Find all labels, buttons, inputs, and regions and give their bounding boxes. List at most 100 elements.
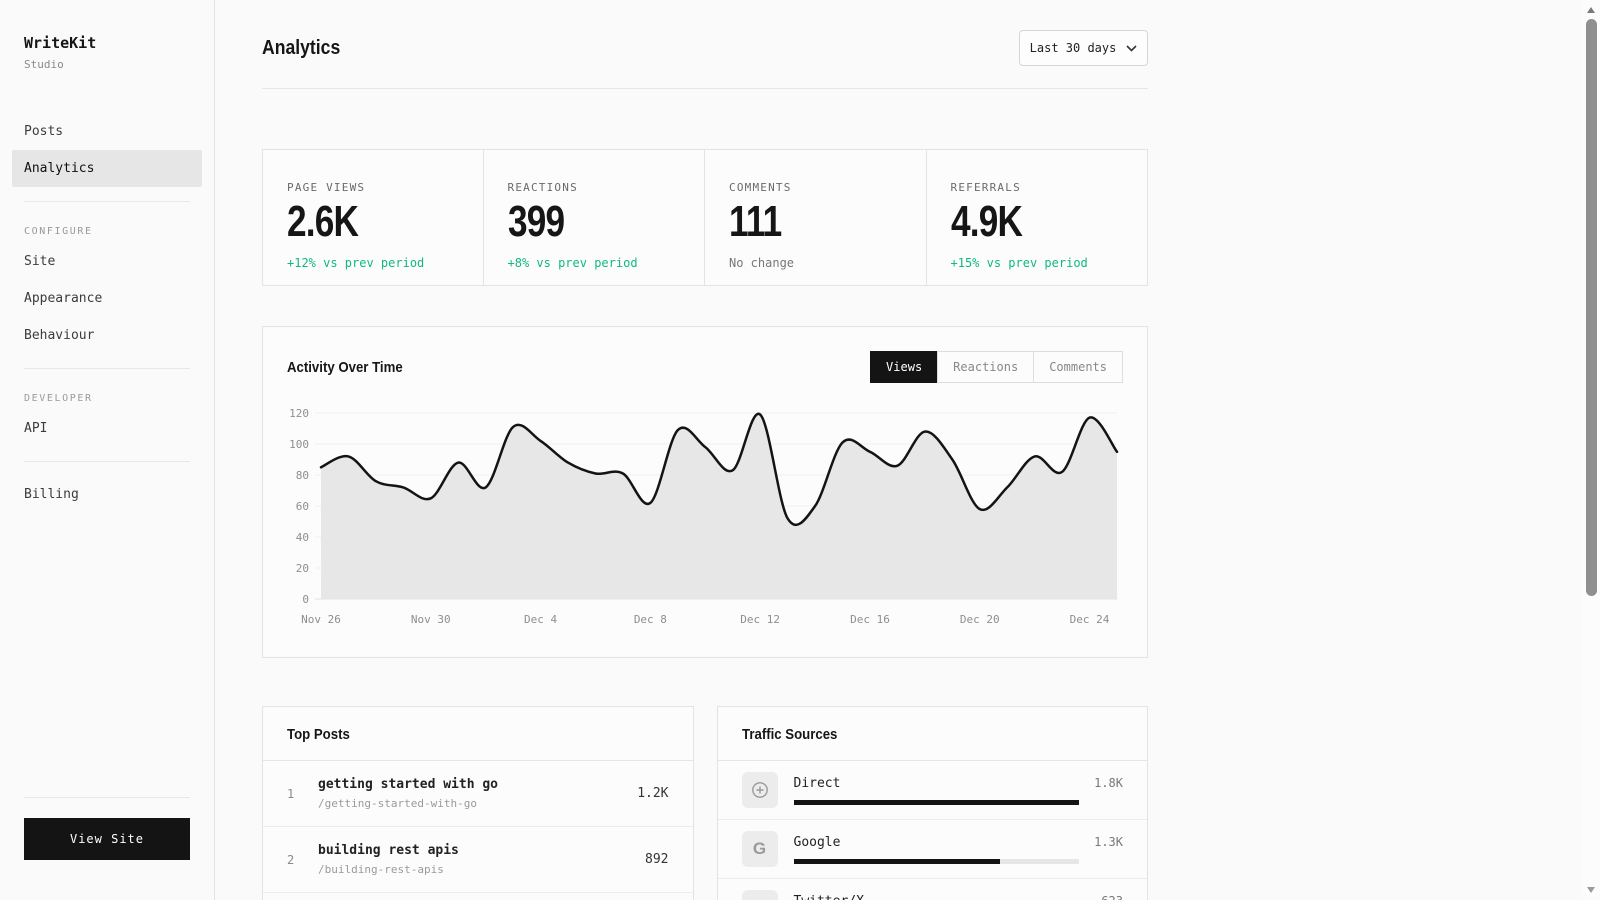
svg-text:Nov 30: Nov 30 [411,613,451,626]
traffic-bar-track [793,858,1079,864]
svg-text:Dec 8: Dec 8 [634,613,667,626]
top-post-row[interactable]: 2 building rest apis /building-rest-apis… [263,827,693,893]
sidebar-divider [24,797,190,798]
sidebar-divider [24,368,190,369]
top-posts-panel: Top Posts 1 getting started with go /get… [262,706,694,900]
traffic-source-value: 623 [1079,894,1123,900]
svg-text:Nov 26: Nov 26 [301,613,341,626]
chart-header: Activity Over Time Views Reactions Comme… [287,351,1123,383]
stat-value: 4.9K [950,197,1023,246]
view-site-button[interactable]: View Site [24,818,190,860]
traffic-bar-track [793,799,1079,805]
traffic-source-value: 1.8K [1094,776,1123,790]
post-rank: 1 [287,786,295,801]
traffic-sources-header: Traffic Sources [717,707,1147,761]
stat-value: 111 [729,197,782,246]
sidebar-item-appearance[interactable]: Appearance [24,291,103,306]
activity-chart-card: Activity Over Time Views Reactions Comme… [262,326,1148,658]
top-post-row[interactable]: 1 getting started with go /getting-start… [263,761,693,827]
post-slug: /building-rest-apis [318,863,444,876]
traffic-source-row[interactable]: G Google 1.3K [717,820,1147,879]
svg-text:100: 100 [289,438,309,451]
sidebar-divider [24,461,190,462]
traffic-sources-panel: Traffic Sources Direct 1.8K G [716,706,1148,900]
svg-text:120: 120 [289,407,309,420]
sidebar-item-posts[interactable]: Posts [24,124,64,139]
scroll-down-icon[interactable] [1587,887,1595,893]
main-content: Analytics Last 30 days PAGE VIEWS 2.6K +… [215,0,1600,900]
tab-reactions[interactable]: Reactions [937,351,1035,383]
svg-text:40: 40 [296,531,309,544]
date-range-select[interactable]: Last 30 days [1019,30,1148,66]
post-rank: 2 [287,852,295,867]
traffic-source-info: Google 1.3K [793,834,1123,864]
section-heading-developer: DEVELOPER [24,393,93,404]
top-posts-header: Top Posts [263,707,693,761]
stat-label: REFERRALS [950,181,1021,194]
traffic-source-row[interactable]: Direct 1.8K [717,761,1147,820]
stat-delta: +15% vs prev period [950,256,1088,270]
stat-card-reactions: REACTIONS 399 +8% vs prev period [482,149,705,286]
stat-delta: +8% vs prev period [507,256,638,270]
sidebar-item-site[interactable]: Site [24,254,56,269]
traffic-source-info: Direct 1.8K [793,775,1123,805]
traffic-sources-title: Traffic Sources [741,726,837,743]
svg-text:Dec 4: Dec 4 [524,613,557,626]
stat-delta: +12% vs prev period [287,256,425,270]
top-posts-title: Top Posts [287,726,350,743]
svg-text:0: 0 [302,593,309,606]
chart-tabs: Views Reactions Comments [870,351,1123,383]
sidebar: WriteKit Studio Posts Analytics CONFIGUR… [0,0,215,900]
x-icon [741,890,778,900]
svg-text:Dec 12: Dec 12 [740,613,780,626]
stat-card-referrals: REFERRALS 4.9K +15% vs prev period [925,149,1148,286]
stat-label: PAGE VIEWS [287,181,366,194]
sidebar-item-analytics[interactable]: Analytics [12,150,202,187]
activity-area-chart: 0 20 40 60 80 100 120 Nov 26 Nov 30 Dec 4 Dec 8 Dec… [287,399,1123,633]
vertical-scrollbar [1583,0,1600,900]
traffic-bar-fill [793,799,1079,805]
stat-value: 2.6K [287,197,359,246]
sidebar-item-billing[interactable]: Billing [24,487,79,502]
traffic-source-label: Google [793,834,841,850]
stat-delta: No change [729,256,795,270]
traffic-source-value: 1.3K [1094,835,1123,849]
post-views: 1.2K [637,786,669,801]
post-info: getting started with go /getting-started… [318,777,625,810]
post-info: building rest apis /building-rest-apis [318,843,633,876]
tab-views[interactable]: Views [870,351,939,383]
google-icon: G [741,831,778,867]
post-views: 892 [645,852,669,867]
sidebar-item-api[interactable]: API [24,421,48,436]
traffic-bar-fill [793,858,1000,864]
traffic-source-info: Twitter/X 623 [794,894,1124,900]
bottom-panels: Top Posts 1 getting started with go /get… [262,706,1148,900]
tab-comments[interactable]: Comments [1033,351,1123,383]
sidebar-nav: Posts Analytics [12,113,202,187]
section-heading-configure: CONFIGURE [24,226,93,237]
traffic-source-label: Twitter/X [794,894,1080,900]
page-title: Analytics [262,36,341,59]
svg-text:20: 20 [296,562,309,575]
scrollbar-thumb[interactable] [1586,19,1597,596]
svg-text:Dec 16: Dec 16 [850,613,890,626]
traffic-source-row[interactable]: Twitter/X 623 [718,879,1148,900]
svg-text:Dec 24: Dec 24 [1070,613,1110,626]
chart-title: Activity Over Time [287,358,403,376]
stats-row: PAGE VIEWS 2.6K +12% vs prev period REAC… [262,149,1148,286]
scroll-up-icon[interactable] [1587,7,1595,13]
stat-label: REACTIONS [507,181,578,194]
svg-text:Dec 20: Dec 20 [960,613,1000,626]
brand-name: WriteKit [24,34,97,52]
post-title: getting started with go [318,777,499,792]
traffic-source-label: Direct [793,775,841,791]
stat-value: 399 [507,197,565,246]
stat-card-comments: COMMENTS 111 No change [704,149,927,286]
page-header: Analytics Last 30 days [262,0,1148,89]
post-title: building rest apis [318,843,459,858]
sidebar-item-behaviour[interactable]: Behaviour [24,328,95,343]
sidebar-bottom: View Site [12,783,202,860]
brand: WriteKit Studio [12,34,202,71]
sidebar-divider [24,201,190,202]
stat-card-page-views: PAGE VIEWS 2.6K +12% vs prev period [262,149,484,286]
